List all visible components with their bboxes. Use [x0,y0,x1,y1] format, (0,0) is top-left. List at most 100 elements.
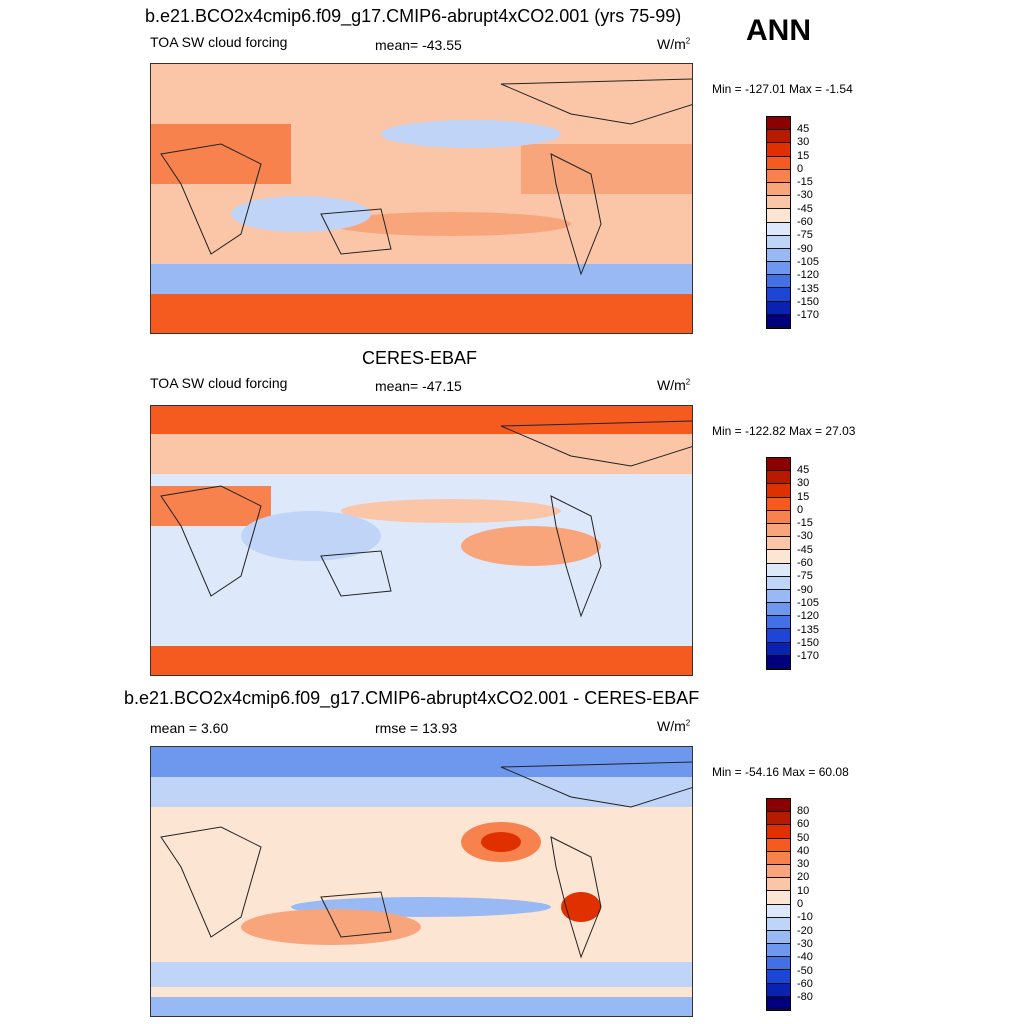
panel2-colorbar-tick-label: -105 [797,596,820,609]
panel3-colorbar-swatch [767,957,790,971]
panel2-colorbar-swatch [767,458,790,472]
panel2-units: W/m2 [657,377,691,393]
panel3-colorbar-swatch [767,825,790,839]
panel2-colorbar-tick-label: -120 [797,610,820,623]
panel2-colorbar-tick-label: -45 [797,543,813,556]
panel1-colorbar-tick-label: -150 [797,295,820,308]
panel3-colorbar-swatch [767,970,790,984]
panel3-colorbar-tick-label: 30 [797,858,810,871]
panel2-colorbar-tick-label: -60 [797,557,813,570]
panel2-colorbar-tick-label: 45 [797,464,810,476]
panel1-colorbar-tick-label: -90 [797,242,813,255]
panel1-colorbar-swatch [767,275,790,289]
panel1-colorbar-swatch [767,130,790,144]
panel1-colorbar-tick-label: -105 [797,255,820,268]
panel2-colorbar-tick-label: -135 [797,623,820,636]
panel2-minmax: Min = -122.82 Max = 27.03 [712,424,856,438]
panel3-colorbar-tick-label: 10 [797,884,810,897]
panel3-colorbar-tick-label: 40 [797,844,810,857]
panel1-colorbar-tick-label: -30 [797,189,813,202]
panel3-colorbar-tick-label: -40 [797,951,813,964]
panel2-colorbar-swatch [767,589,790,604]
panel1-colorbar-tick-label: 15 [797,149,810,162]
panel2-colorbar-tick-label: -150 [797,636,820,649]
panel3-minmax: Min = -54.16 Max = 60.08 [712,765,849,779]
panel2-colorbar-swatch [767,642,790,656]
panel3-title: b.e21.BCO2x4cmip6.f09_g17.CMIP6-abrupt4x… [124,688,700,708]
panel3-colorbar-swatch [767,799,790,813]
panel2-colorbar-tick-label: 15 [797,490,810,503]
panel3-colorbar-tick-label: -30 [797,937,813,950]
panel2-colorbar-tick-label: -170 [797,650,820,663]
panel1-colorbar-tick-label: 45 [797,123,810,135]
panel3-colorbar-swatch [767,930,790,945]
panel3-colorbar-tick-label: -10 [797,911,813,924]
panel1-colorbar-tick-label: -75 [797,229,813,242]
panel3-units: W/m2 [657,718,691,734]
panel1-colorbar-tick-label: -60 [797,216,813,229]
panel2-colorbar-swatch [767,655,790,669]
panel3-colorbar-tick-label: -50 [797,964,813,977]
panel3-colorbar-swatch [767,904,790,918]
panel3-colorbar-tick-label: 20 [797,871,810,884]
panel3-colorbar-swatch [767,812,790,826]
panel3-colorbar-tick-label: 60 [797,818,810,831]
panel3-colorbar-swatch [767,983,790,997]
panel1-minmax: Min = -127.01 Max = -1.54 [712,82,853,96]
panel2-colorbar-swatch [767,603,790,617]
panel2-colorbar-swatch [767,523,790,538]
panel3-colorbar-tick-label: 50 [797,831,810,844]
panel3-colorbar-tick-label: -60 [797,977,813,990]
panel3-colorbar-swatch [767,878,790,892]
panel2-mean: mean= -47.15 [375,378,462,394]
panel2-colorbar-swatch [767,510,790,524]
panel2-colorbar-swatch [767,576,790,590]
panel1-units: W/m2 [657,36,691,52]
panel3-colorbar-swatch [767,838,790,852]
panel2-colorbar-tick-label: -90 [797,583,813,596]
panel2-map [150,405,693,676]
panel1-map [150,63,693,334]
panel2-colorbar-swatch [767,537,790,551]
panel3-colorbar-swatch [767,917,790,931]
panel1-colorbar-swatch [767,288,790,302]
panel2-colorbar-tick-label: -15 [797,517,813,530]
panel1-colorbar-tick-label: 0 [797,162,804,175]
panel1-colorbar-tick-label: -135 [797,282,820,295]
panel1-colorbar-swatch [767,156,790,170]
panel3-colorbar-tick-label: 80 [797,805,810,817]
panel3-colorbar-swatch [767,996,790,1010]
panel2-colorbar-tick-label: 0 [797,503,804,516]
panel3-colorbar-tick-label: -20 [797,924,813,937]
panel1-title: b.e21.BCO2x4cmip6.f09_g17.CMIP6-abrupt4x… [145,6,682,26]
panel1-colorbar-swatch [767,262,790,276]
panel2-title: CERES-EBAF [362,348,478,368]
panel3-mean: mean = 3.60 [150,720,229,736]
panel1-colorbar-swatch [767,248,790,263]
panel2-colorbar-tick-label: -30 [797,530,813,543]
panel2-colorbar-swatch [767,484,790,498]
panel2-variable: TOA SW cloud forcing [150,375,288,391]
panel1-colorbar-tick-label: -15 [797,176,813,189]
panel1-colorbar-tick-label: 30 [797,136,810,149]
panel3-colorbar [766,798,791,1011]
panel3-rmse: rmse = 13.93 [375,720,458,736]
panel2-colorbar-swatch [767,616,790,630]
panel1-colorbar-swatch [767,169,790,183]
panel1-colorbar-swatch [767,209,790,223]
panel2-colorbar-swatch [767,563,790,577]
panel1-variable: TOA SW cloud forcing [150,34,288,50]
panel3-colorbar-labels: 80 60 50 40 30 20 10 0 -10 -20 -30 -40 -50 -60 -80 [797,805,813,1004]
panel1-colorbar-swatch [767,222,790,236]
panel2-colorbar-swatch [767,550,790,564]
panel2-colorbar [766,457,791,670]
panel3-colorbar-tick-label: -80 [797,991,813,1004]
panel1-colorbar-swatch [767,182,790,197]
season-label: ANN [746,14,811,47]
panel2-colorbar-tick-label: 30 [797,477,810,490]
panel1-colorbar-labels: 45 30 15 0 -15 -30 -45 -60 -75 -90 -105 -120 -135 -15… [797,123,819,322]
panel1-colorbar-swatch [767,117,790,131]
panel1-colorbar-tick-label: -120 [797,269,820,282]
panel1-colorbar-swatch [767,196,790,210]
panel2-colorbar-tick-label: -75 [797,570,813,583]
